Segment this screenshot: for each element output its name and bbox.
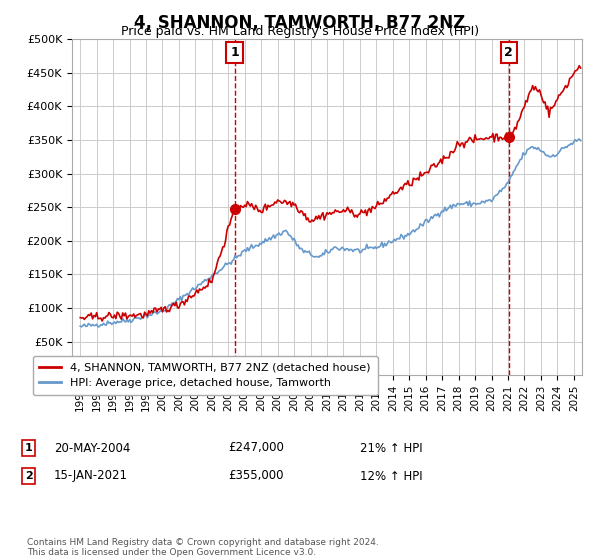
Text: 1: 1 [230, 46, 239, 59]
Text: 20-MAY-2004: 20-MAY-2004 [54, 441, 130, 455]
Text: Contains HM Land Registry data © Crown copyright and database right 2024.
This d: Contains HM Land Registry data © Crown c… [27, 538, 379, 557]
Text: 2: 2 [25, 471, 32, 481]
Text: 15-JAN-2021: 15-JAN-2021 [54, 469, 128, 483]
Text: 1: 1 [25, 443, 32, 453]
Text: £247,000: £247,000 [228, 441, 284, 455]
Legend: 4, SHANNON, TAMWORTH, B77 2NZ (detached house), HPI: Average price, detached hou: 4, SHANNON, TAMWORTH, B77 2NZ (detached … [32, 356, 377, 395]
Text: 2: 2 [504, 46, 513, 59]
Text: £355,000: £355,000 [228, 469, 284, 483]
Text: Price paid vs. HM Land Registry's House Price Index (HPI): Price paid vs. HM Land Registry's House … [121, 25, 479, 38]
Text: 12% ↑ HPI: 12% ↑ HPI [360, 469, 422, 483]
Text: 21% ↑ HPI: 21% ↑ HPI [360, 441, 422, 455]
Text: 4, SHANNON, TAMWORTH, B77 2NZ: 4, SHANNON, TAMWORTH, B77 2NZ [134, 14, 466, 32]
